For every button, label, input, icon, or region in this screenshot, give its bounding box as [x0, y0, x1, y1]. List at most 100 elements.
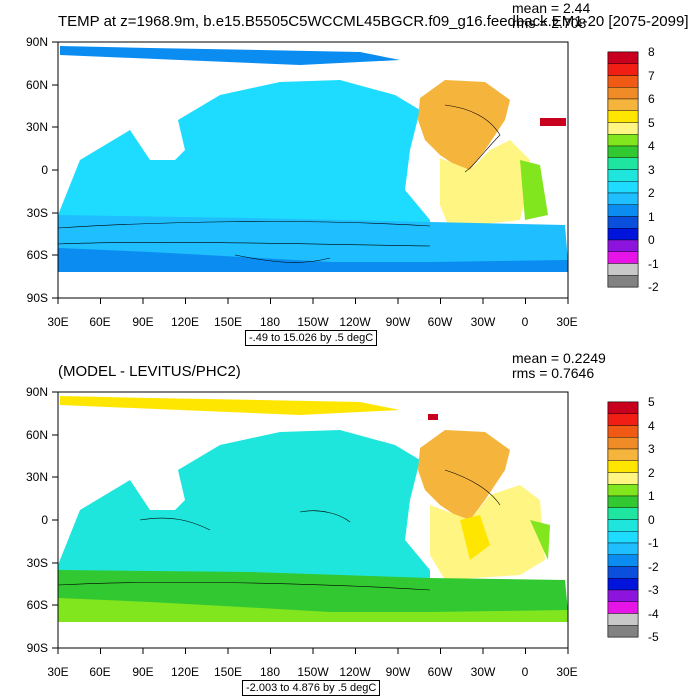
- colorbar-cell: [607, 542, 639, 555]
- rms-label: rms = 0.7646: [512, 365, 595, 381]
- colorbar-cell: [607, 554, 639, 567]
- lon-tick: 120W: [339, 315, 371, 329]
- lon-tick: 90E: [132, 665, 154, 679]
- colorbar-cell: [607, 495, 639, 508]
- colorbar-cell: [607, 425, 639, 438]
- colorbar-label: 5: [648, 395, 655, 409]
- colorbar-cell: [607, 275, 639, 288]
- panel-title: TEMP at z=1968.9m, b.e15.B5505C5WCCML45B…: [58, 13, 689, 30]
- lon-tick: 60W: [427, 315, 453, 329]
- colorbar-label: 0: [648, 513, 655, 527]
- colorbar-label: 2: [648, 466, 655, 480]
- colorbar-label: 4: [648, 419, 655, 433]
- lat-tick: 60N: [25, 428, 48, 442]
- lat-tick: 30N: [25, 120, 48, 134]
- range-label: -2.003 to 4.876 by .5 degC: [242, 680, 381, 697]
- colorbar-label: 8: [648, 45, 655, 59]
- region-north-atlantic: [418, 430, 510, 520]
- region-antarctic-slope: [58, 598, 568, 622]
- rms-label: rms = 2.708: [512, 15, 587, 31]
- lon-tick: 30W: [470, 665, 496, 679]
- lon-tick: 60E: [89, 665, 111, 679]
- colorbar-label: 1: [648, 489, 655, 503]
- colorbar-cell: [607, 589, 639, 602]
- lat-tick: 0: [41, 163, 48, 177]
- lon-tick: 30E: [47, 665, 69, 679]
- region-arctic: [60, 396, 400, 415]
- region-southern-band: [58, 570, 568, 612]
- colorbar-cell: [607, 401, 639, 414]
- lat-tick: 30S: [26, 206, 48, 220]
- lon-tick: 30E: [556, 315, 578, 329]
- colorbar-label: -5: [648, 630, 659, 644]
- lon-tick: 30E: [47, 315, 69, 329]
- lat-tick: 90S: [26, 291, 48, 305]
- panel-title: (MODEL - LEVITUS/PHC2): [58, 363, 241, 380]
- region-north-atlantic: [418, 80, 510, 170]
- colorbar-label: 5: [648, 116, 655, 130]
- colorbar-label: 6: [648, 92, 655, 106]
- colorbar: [607, 401, 639, 638]
- colorbar-cell: [607, 578, 639, 591]
- lon-tick: 120E: [170, 665, 200, 679]
- lon-tick: 120W: [339, 665, 371, 679]
- lon-tick: 150E: [213, 315, 243, 329]
- region-atlantic: [430, 485, 545, 580]
- lat-tick: 60S: [26, 598, 48, 612]
- colorbar-label: 2: [648, 186, 655, 200]
- lon-tick: 30E: [556, 665, 578, 679]
- colorbar: [607, 51, 639, 288]
- colorbar-cell: [607, 507, 639, 520]
- colorbar-label: -3: [648, 583, 659, 597]
- colorbar-label: 3: [648, 442, 655, 456]
- region-antarctic-slope: [58, 248, 568, 272]
- colorbar-cell: [607, 437, 639, 450]
- colorbar-cell: [607, 531, 639, 544]
- colorbar-label: 3: [648, 163, 655, 177]
- lon-tick: 90E: [132, 315, 154, 329]
- lat-tick: 0: [41, 513, 48, 527]
- lon-tick: 150W: [297, 315, 329, 329]
- lon-tick: 150W: [297, 665, 329, 679]
- region-pacific-indian: [58, 430, 430, 612]
- mean-label: mean = 2.44: [512, 0, 591, 16]
- region-mediterranean: [540, 118, 566, 126]
- lon-tick: 0: [521, 665, 529, 679]
- lon-tick: 60E: [89, 315, 111, 329]
- region-mediterranean: [428, 414, 438, 420]
- colorbar-label: -2: [648, 280, 659, 294]
- lat-tick: 90S: [26, 641, 48, 655]
- lat-tick: 90N: [25, 35, 48, 49]
- colorbar-label: 1: [648, 210, 655, 224]
- colorbar-label: -4: [648, 607, 659, 621]
- colorbar-cell: [607, 448, 639, 461]
- lon-tick: 120E: [170, 315, 200, 329]
- range-label: -.49 to 15.026 by .5 degC: [245, 330, 378, 347]
- lat-tick: 30S: [26, 556, 48, 570]
- lon-tick: 60W: [427, 665, 453, 679]
- lon-tick: 0: [521, 315, 529, 329]
- colorbar-cell: [607, 601, 639, 614]
- region-southern-band: [58, 215, 568, 262]
- colorbar-label: 7: [648, 69, 655, 83]
- colorbar-cell: [607, 413, 639, 426]
- colorbar-cell: [607, 625, 639, 638]
- lat-tick: 60S: [26, 248, 48, 262]
- colorbar-label: 4: [648, 139, 655, 153]
- mean-label: mean = 0.2249: [512, 350, 606, 366]
- colorbar-label: -1: [648, 257, 659, 271]
- colorbar-cell: [607, 519, 639, 532]
- lon-tick: 90W: [385, 315, 411, 329]
- colorbar-label: -1: [648, 536, 659, 550]
- region-atlantic: [440, 140, 530, 230]
- colorbar-cell: [607, 613, 639, 626]
- lat-tick: 60N: [25, 78, 48, 92]
- lon-tick: 180: [259, 665, 281, 679]
- lon-tick: 150E: [213, 665, 243, 679]
- colorbar-cell: [607, 484, 639, 497]
- colorbar-label: -2: [648, 560, 659, 574]
- region-arctic: [60, 46, 400, 65]
- lon-tick: 180: [259, 315, 281, 329]
